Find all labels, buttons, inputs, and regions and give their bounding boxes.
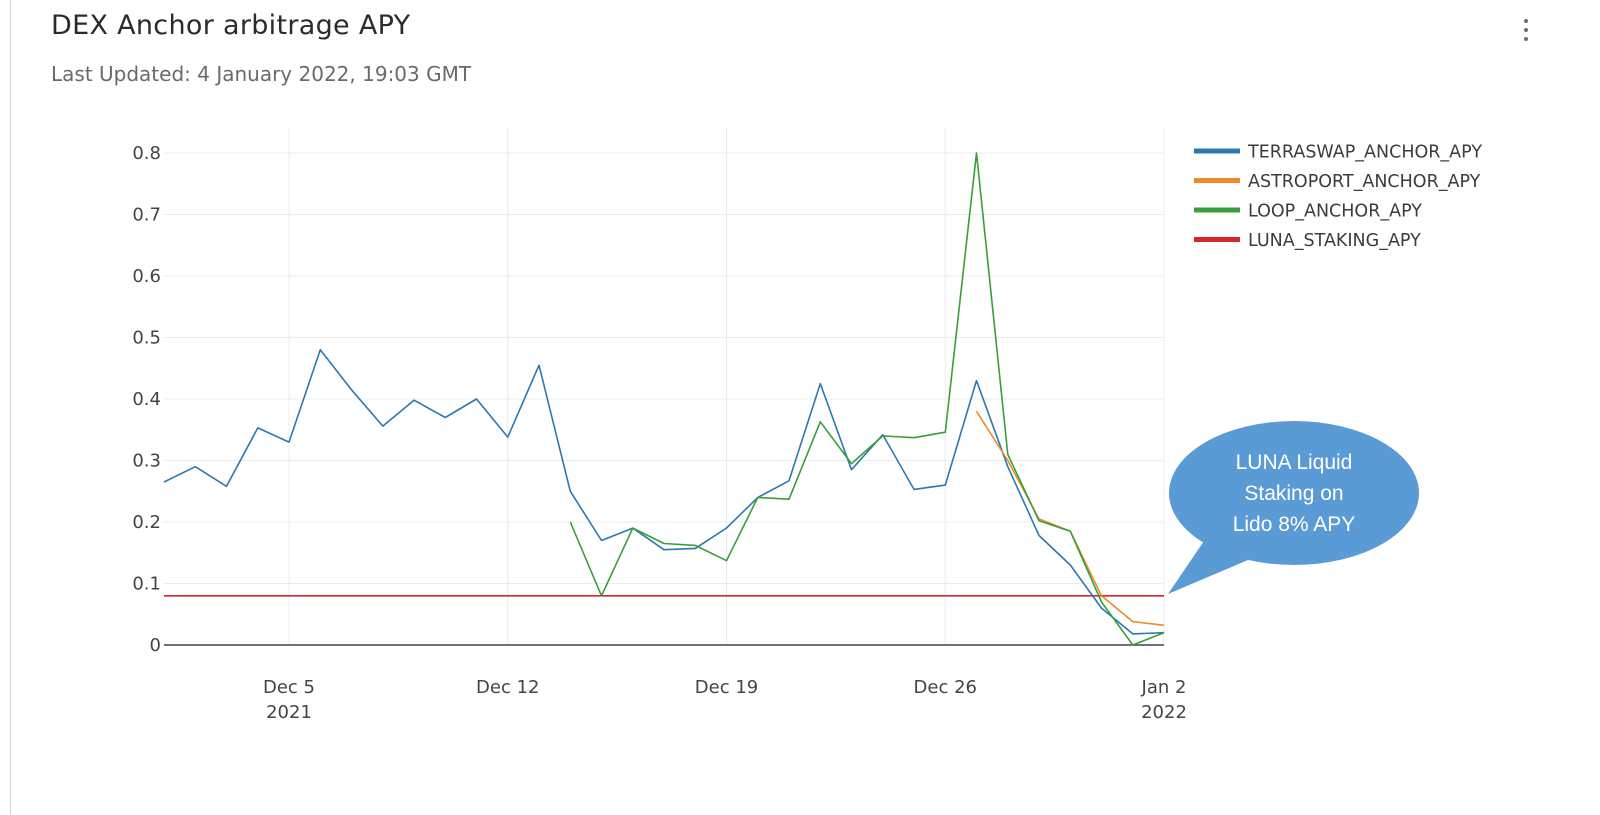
chart-series[interactable] xyxy=(163,152,1165,646)
y-tick-label: 0.6 xyxy=(132,266,161,287)
callout-text-line: Staking on xyxy=(1244,482,1343,505)
x-tick-label: Jan 2 xyxy=(1141,677,1187,698)
menu-dot xyxy=(1524,19,1528,23)
y-tick-label: 0.7 xyxy=(132,205,161,226)
page-title: DEX Anchor arbitrage APY xyxy=(51,10,411,41)
x-tick-label: Dec 19 xyxy=(695,677,758,698)
series-line-loop-anchor-apy[interactable] xyxy=(569,152,1165,646)
callout-pointer xyxy=(1168,541,1248,594)
y-tick-label: 0.1 xyxy=(132,574,161,595)
menu-dot xyxy=(1524,28,1528,32)
series-line-astroport-anchor-apy[interactable] xyxy=(975,410,1165,627)
y-tick-label: 0 xyxy=(150,635,161,656)
series-line-terraswap-anchor-apy[interactable] xyxy=(163,348,1165,635)
legend-label[interactable]: TERRASWAP_ANCHOR_APY xyxy=(1247,143,1482,163)
annotation-callout: LUNA Liquid Staking on Lido 8% APY xyxy=(1168,421,1419,594)
x-tick-year-label: 2022 xyxy=(1141,702,1187,723)
menu-dot xyxy=(1524,37,1528,41)
chart-card: DEX Anchor arbitrage APY Last Updated: 4… xyxy=(10,0,1600,815)
x-tick-year-label: 2021 xyxy=(266,702,312,723)
axis-ticks: 0 0.1 0.2 0.3 0.4 0.5 0.6 0.7 0.8 Dec 5 2021 Dec 12… xyxy=(132,143,1187,723)
callout-bubble xyxy=(1169,421,1419,565)
y-tick-label: 0.8 xyxy=(132,143,161,164)
callout-text-line: LUNA Liquid xyxy=(1236,451,1353,474)
chart-grid xyxy=(164,128,1165,646)
x-tick-label: Dec 12 xyxy=(476,677,539,698)
callout-text-line: Lido 8% APY xyxy=(1233,513,1356,536)
y-tick-label: 0.2 xyxy=(132,512,161,533)
legend-label[interactable]: LOOP_ANCHOR_APY xyxy=(1248,202,1422,222)
y-tick-label: 0.5 xyxy=(132,328,161,349)
legend-label[interactable]: LUNA_STAKING_APY xyxy=(1248,231,1421,251)
x-tick-label: Dec 26 xyxy=(914,677,977,698)
y-tick-label: 0.4 xyxy=(132,389,161,410)
chart-legend[interactable]: TERRASWAP_ANCHOR_APY ASTROPORT_ANCHOR_APY… xyxy=(1194,143,1482,252)
legend-label[interactable]: ASTROPORT_ANCHOR_APY xyxy=(1248,172,1481,192)
last-updated-text: Last Updated: 4 January 2022, 19:03 GMT xyxy=(51,62,472,86)
y-tick-label: 0.3 xyxy=(132,451,161,472)
more-options-icon[interactable] xyxy=(1511,12,1541,48)
x-tick-label: Dec 5 xyxy=(263,677,315,698)
